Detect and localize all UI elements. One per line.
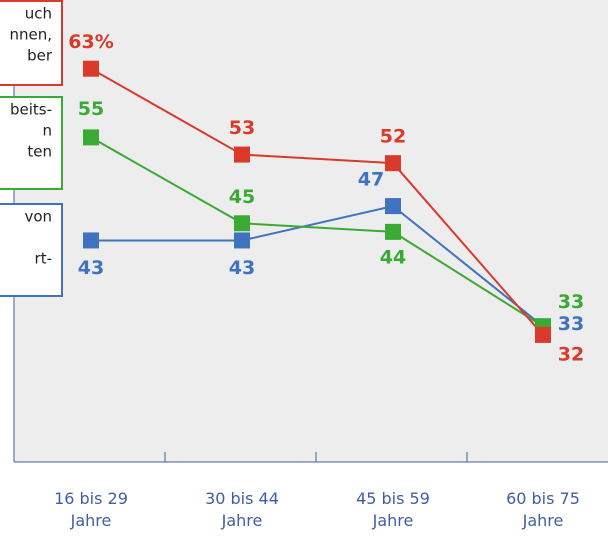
- data-label: 44: [380, 246, 406, 268]
- annotation-text: nnen,: [9, 26, 52, 44]
- data-label: 53: [229, 117, 255, 139]
- marker: [385, 155, 401, 172]
- annotation-box: [0, 203, 63, 297]
- data-label: 55: [78, 98, 104, 120]
- annotation-text: beits-: [10, 101, 52, 119]
- x-tick-label: 60 bis 75 Jahre: [506, 489, 580, 530]
- annotation-text: ten: [27, 143, 52, 161]
- x-tick-label: 45 bis 59 Jahre: [356, 489, 430, 530]
- marker: [234, 215, 250, 232]
- annotation-box: [0, 96, 63, 190]
- data-label: 43: [78, 257, 104, 279]
- data-label: 33: [558, 313, 584, 335]
- marker: [535, 326, 551, 343]
- data-label: 63%: [68, 31, 113, 53]
- marker: [234, 232, 250, 249]
- marker: [83, 129, 99, 146]
- marker: [83, 232, 99, 249]
- data-label: 33: [558, 291, 584, 313]
- data-label: 43: [229, 257, 255, 279]
- marker: [385, 198, 401, 215]
- x-tick-label: 30 bis 44 Jahre: [205, 489, 279, 530]
- marker: [385, 223, 401, 240]
- series-line: [90, 136, 544, 328]
- annotation-text: uch: [25, 5, 52, 23]
- data-label: 52: [380, 126, 406, 148]
- plot-area: [14, 0, 608, 462]
- data-label: 45: [229, 186, 255, 208]
- annotation-text: ber: [27, 47, 53, 65]
- series-line: [91, 205, 544, 328]
- data-label: 47: [358, 169, 384, 191]
- marker: [83, 60, 99, 77]
- x-tick-label: 16 bis 29 Jahre: [54, 489, 128, 530]
- annotation-text: n: [42, 122, 52, 140]
- series-line: [90, 67, 544, 336]
- marker: [234, 146, 250, 163]
- data-label: 32: [558, 343, 584, 365]
- annotation-box: [0, 0, 63, 86]
- annotation-text: rt-: [35, 250, 52, 268]
- annotation-text: von: [24, 208, 52, 226]
